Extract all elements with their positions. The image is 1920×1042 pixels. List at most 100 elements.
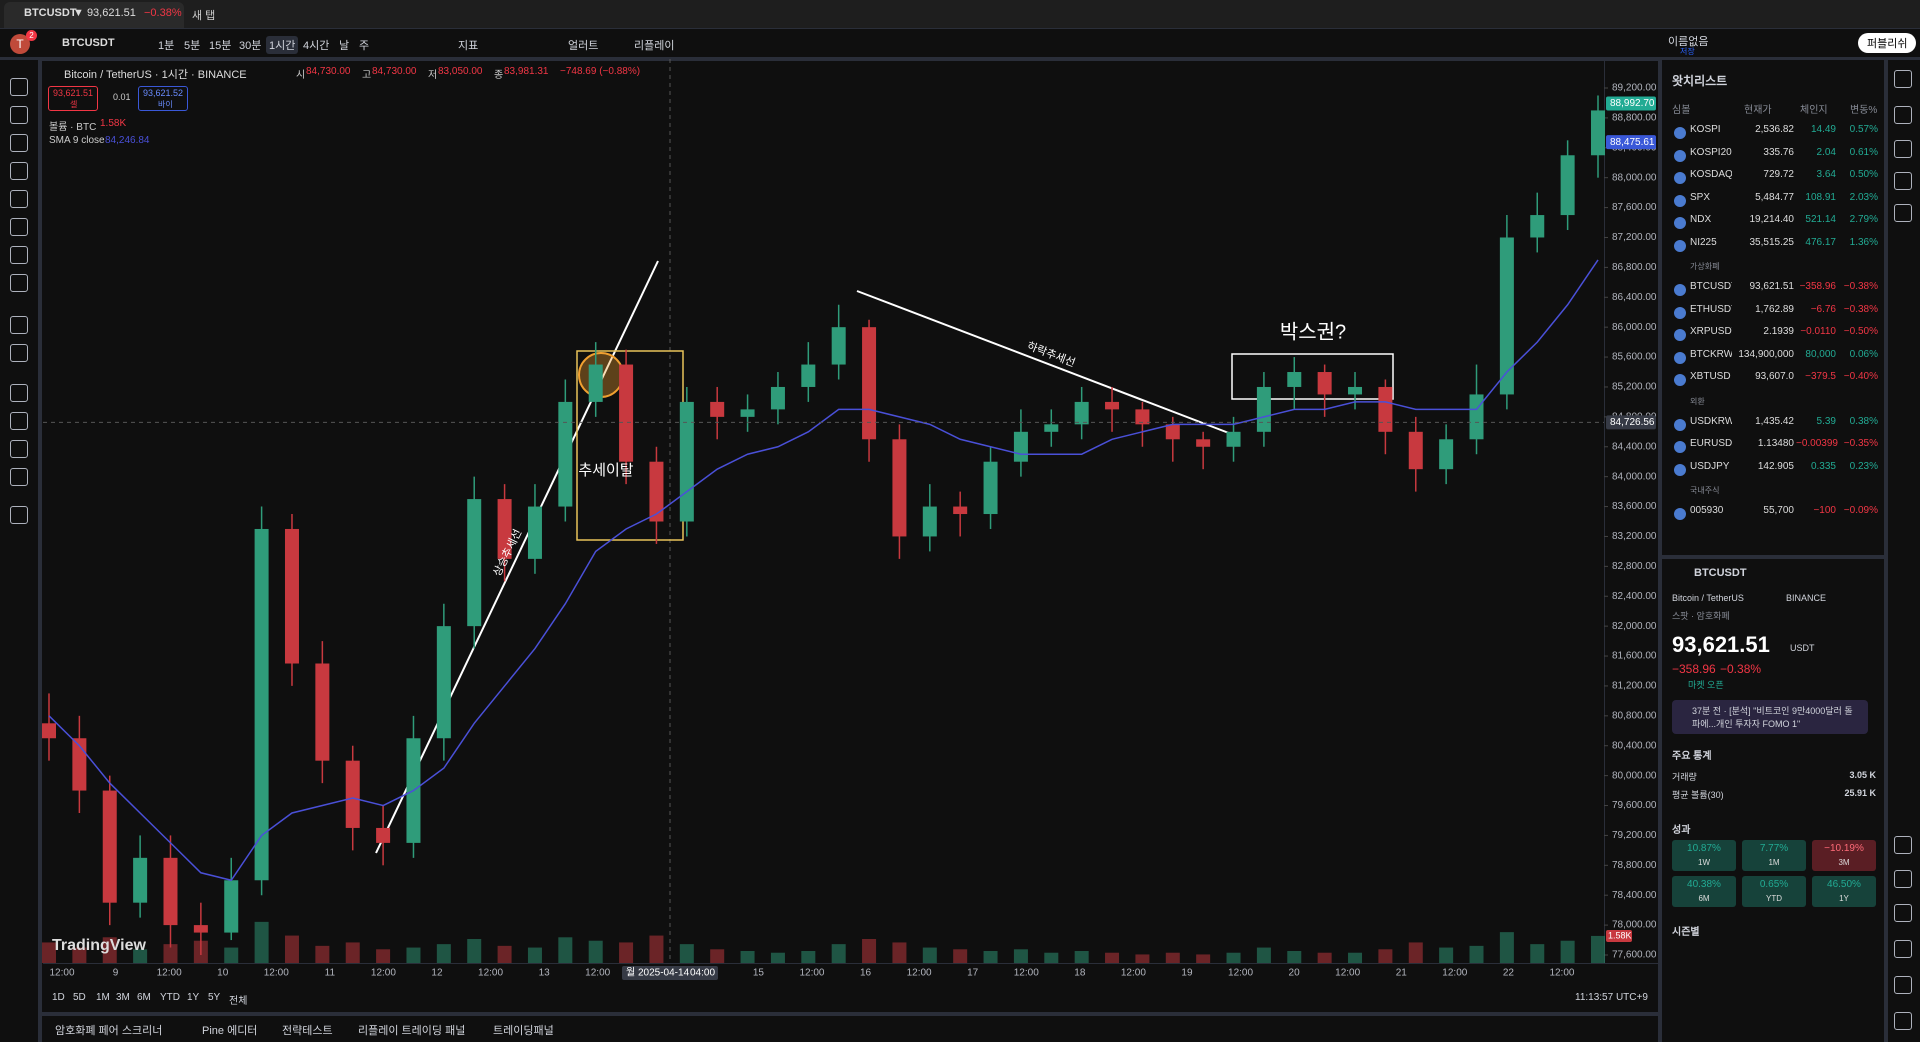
y-tick-label: 82,000.00 xyxy=(1612,621,1657,632)
volume-bar xyxy=(1408,942,1423,963)
left-toolbar xyxy=(0,60,42,1042)
candle-body xyxy=(1469,394,1484,440)
crosshair-price-badge xyxy=(1606,415,1656,430)
y-tick-label: 80,400.00 xyxy=(1612,740,1657,751)
bottom-tab[interactable]: 트레이딩패널 xyxy=(493,1025,554,1037)
volume-bar xyxy=(1317,952,1332,963)
x-tick-label: 12:00 xyxy=(799,968,824,979)
candle-body xyxy=(1074,401,1089,425)
active-tab[interactable] xyxy=(4,2,184,28)
volume-bar xyxy=(1499,932,1514,963)
bottom-tab[interactable]: Pine 에디터 xyxy=(202,1025,258,1037)
crosshair-time2: 04:00 xyxy=(690,968,715,979)
candle-body xyxy=(831,327,846,365)
sma-line xyxy=(48,259,1599,882)
candle-body xyxy=(497,499,512,559)
y-tick-label: 79,600.00 xyxy=(1612,800,1657,811)
x-tick-label: 12:00 xyxy=(1549,968,1574,979)
volume-bar xyxy=(1256,947,1271,963)
candle-body xyxy=(1378,386,1393,432)
y-tick-label: 89,200.00 xyxy=(1612,83,1657,94)
price-badge-label: 88,475.61 xyxy=(1610,137,1655,148)
volume-bar xyxy=(1074,951,1089,963)
volume-bar xyxy=(983,951,998,963)
candle-body xyxy=(102,790,117,903)
y-tick-label: 83,200.00 xyxy=(1612,531,1657,542)
candle-body xyxy=(649,461,664,522)
bottom-tab[interactable]: 암호화폐 페어 스크리너 xyxy=(55,1025,163,1037)
candle-body xyxy=(345,760,360,828)
candle-body xyxy=(1287,372,1302,387)
volume-bar xyxy=(1560,940,1575,963)
volume-bar xyxy=(1439,947,1454,963)
x-tick-label: 18 xyxy=(1074,968,1086,979)
y-tick-label: 82,800.00 xyxy=(1612,561,1657,572)
price-badge xyxy=(1606,96,1656,111)
volume-bar xyxy=(1469,945,1484,963)
toolbar xyxy=(0,29,1920,61)
volume-bar xyxy=(1165,952,1180,963)
candle-body xyxy=(1013,431,1028,462)
x-tick-label: 22 xyxy=(1503,968,1515,979)
candle-body xyxy=(953,506,968,515)
x-tick-label: 12:00 xyxy=(478,968,503,979)
bottom-tab[interactable]: 리플레이 트레이딩 패널 xyxy=(358,1025,466,1037)
crosshair-time-badge xyxy=(622,966,718,980)
x-tick-label: 19 xyxy=(1181,968,1193,979)
falling-trendline xyxy=(856,290,1235,436)
x-tick-label: 12:00 xyxy=(585,968,610,979)
bottom-tab[interactable]: 전략테스트 xyxy=(282,1025,333,1037)
volume-bar xyxy=(1287,951,1302,963)
crosshair-price-label: 84,726.56 xyxy=(1610,417,1655,428)
volume-bar xyxy=(284,935,299,963)
y-tick-label: 83,600.00 xyxy=(1612,501,1657,512)
x-tick-label: 12:00 xyxy=(1121,968,1146,979)
volume-bar xyxy=(42,942,56,963)
candle-body xyxy=(1439,439,1454,470)
right-icon-strip xyxy=(1884,60,1920,1042)
candle-body xyxy=(1530,215,1545,238)
candle-body xyxy=(1165,424,1180,440)
y-tick-label: 87,600.00 xyxy=(1612,202,1657,213)
candle-body xyxy=(163,857,178,926)
y-tick-label: 78,000.00 xyxy=(1612,920,1657,931)
volume-bar xyxy=(436,944,451,963)
volume-bar xyxy=(1044,952,1059,963)
volume-bar xyxy=(1348,952,1363,963)
y-tick-label: 81,200.00 xyxy=(1612,681,1657,692)
volume-bar xyxy=(1530,944,1545,963)
volume-bar xyxy=(740,951,755,963)
x-tick-label: 16 xyxy=(860,968,872,979)
candle-body xyxy=(315,663,330,761)
volume-bar xyxy=(953,949,968,963)
y-tick-label: 80,800.00 xyxy=(1612,710,1657,721)
volume-bar xyxy=(467,939,482,963)
candle-body xyxy=(1256,386,1271,432)
candle-body xyxy=(254,528,269,881)
volume-bar xyxy=(254,921,269,963)
candle-body xyxy=(1135,409,1150,425)
y-tick-label: 84,000.00 xyxy=(1612,471,1657,482)
y-tick-label: 78,800.00 xyxy=(1612,860,1657,871)
x-tick-label: 12:00 xyxy=(264,968,289,979)
y-tick-label: 87,200.00 xyxy=(1612,232,1657,243)
candle-body xyxy=(224,880,239,933)
candle-body xyxy=(1317,372,1332,395)
volume-bar xyxy=(862,939,877,963)
x-tick-label: 12:00 xyxy=(907,968,932,979)
volume-bar xyxy=(831,944,846,963)
y-tick-label: 77,600.00 xyxy=(1612,950,1657,961)
tab-bar xyxy=(0,0,1920,29)
x-tick-label: 12 xyxy=(431,968,443,979)
time-axis-border xyxy=(43,963,1658,964)
chart: 77,600.00 78,000.00 78,400.00 78,800.00 79,2… xyxy=(42,59,1658,980)
x-tick-label: 12:00 xyxy=(371,968,396,979)
candle-body xyxy=(1105,401,1120,410)
volume-bar xyxy=(1135,954,1150,963)
volume-bar xyxy=(922,947,937,963)
volume-bar xyxy=(679,944,694,963)
volume-bar xyxy=(558,937,573,963)
x-tick-label: 9 xyxy=(113,968,119,979)
volume-bar xyxy=(527,947,542,963)
candle-body xyxy=(1044,424,1059,432)
